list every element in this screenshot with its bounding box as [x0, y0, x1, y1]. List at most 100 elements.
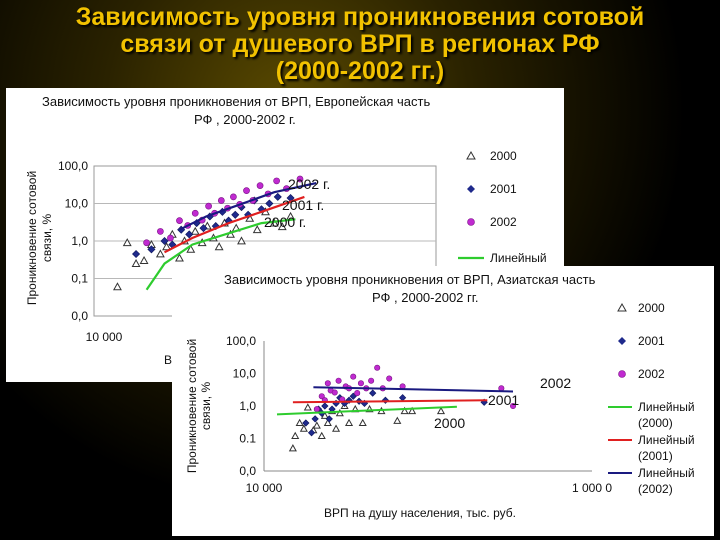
data-point-2000: [186, 244, 196, 253]
data-point-2001: [147, 245, 156, 254]
x-axis-label: ВІ: [164, 353, 175, 367]
data-point-2000: [288, 444, 297, 452]
data-point-2000: [162, 242, 171, 251]
data-point-2002: [191, 209, 199, 217]
x-tick-label: 10 000: [246, 481, 283, 495]
legend-marker-2000: [617, 302, 627, 312]
data-point-2002: [350, 373, 357, 380]
data-point-2002: [256, 182, 264, 189]
data-point-2000: [131, 258, 141, 267]
annotation-label: 2000: [434, 415, 465, 431]
data-point-2002: [510, 402, 517, 410]
data-point-2000: [155, 249, 165, 258]
y-axis-label-line: Проникновение сотовой: [185, 339, 199, 473]
slide-title: Зависимость уровня проникновения сотовой…: [0, 4, 720, 85]
x-tick-label: 1 000 0: [572, 481, 612, 495]
data-point-2000: [317, 431, 326, 439]
data-point-2002: [205, 202, 212, 210]
data-point-2001: [381, 396, 390, 404]
y-tick-label: 10,0: [65, 197, 89, 211]
legend-label: Линейный: [638, 466, 695, 480]
chart-title-line: Зависимость уровня проникновения от ВРП,…: [42, 94, 430, 109]
data-point-2002: [357, 380, 364, 387]
trendline-2000: [276, 405, 457, 416]
data-point-2000: [358, 418, 367, 427]
y-tick-label: 0,0: [71, 309, 88, 323]
data-point-2002: [157, 228, 164, 235]
trendline-2001: [292, 399, 488, 404]
legend-marker-2001: [467, 185, 475, 193]
y-axis-label-line: связи, %: [199, 382, 213, 431]
legend-label: 2002: [490, 215, 517, 229]
data-point-2002: [176, 217, 183, 224]
data-point-2002: [368, 377, 375, 384]
data-point-2001: [273, 192, 282, 201]
data-point-2002: [374, 364, 381, 371]
data-point-2000: [320, 411, 329, 419]
legend-label: (2001): [638, 449, 673, 463]
y-tick-label: 0.1: [239, 432, 256, 446]
legend-marker-2000: [466, 150, 476, 160]
data-point-2001: [398, 394, 407, 402]
legend-label: 2002: [638, 367, 665, 381]
data-point-2001: [185, 230, 194, 239]
chart-asia: Зависимость уровня проникновения от ВРП,…: [185, 272, 695, 520]
trendline-2000: [145, 218, 296, 291]
legend-marker-2002: [467, 218, 475, 226]
data-point-2000: [190, 226, 200, 235]
legend-marker-2001: [618, 337, 626, 345]
data-point-2001: [345, 396, 353, 404]
y-tick-label: 10,0: [233, 367, 257, 381]
y-tick-label: 1,0: [71, 234, 88, 248]
chart-europe-panel: Зависимость уровня проникновения от ВРП,…: [6, 88, 564, 382]
data-point-2001: [160, 236, 169, 246]
legend-label: 2001: [638, 334, 665, 348]
x-axis-label: ВРП на душу населения, тыс. руб.: [324, 506, 516, 520]
annotation-label: 2002 г.: [288, 176, 330, 192]
legend-label: (2002): [638, 482, 673, 496]
y-tick-label: 0,0: [239, 464, 256, 478]
annotation-label: 2002: [540, 375, 571, 391]
data-point-2000: [175, 253, 184, 262]
data-point-2001: [307, 429, 316, 437]
chart-title-line: РФ , 2000-2002 г.: [194, 112, 296, 127]
y-tick-label: 100,0: [58, 159, 88, 173]
data-point-2000: [344, 418, 354, 427]
slide-title-line-1: Зависимость уровня проникновения сотовой: [75, 3, 645, 31]
slide-title-line-3: (2000-2002 гг.): [275, 57, 445, 85]
data-point-2001: [132, 249, 141, 259]
legend-label: Линейный: [490, 251, 547, 265]
chart-asia-panel: Зависимость уровня проникновения от ВРП,…: [172, 266, 714, 536]
data-point-2001: [321, 402, 329, 410]
data-point-2000: [214, 242, 224, 251]
slide-title-line-2: связи от душевого ВРП в регионах РФ: [120, 30, 600, 58]
data-point-2002: [217, 197, 225, 204]
data-point-2000: [332, 424, 341, 432]
data-point-2000: [312, 421, 321, 429]
chart-title-line: РФ , 2000-2002 гг.: [372, 290, 479, 305]
data-point-2002: [296, 175, 304, 183]
data-point-2000: [252, 225, 262, 234]
data-point-2001: [231, 210, 240, 219]
data-point-2001: [302, 419, 310, 427]
x-tick-label: 10 000: [86, 330, 123, 344]
legend-label: 2001: [490, 182, 517, 196]
trendline-2002: [313, 386, 514, 393]
data-point-2000: [408, 406, 417, 415]
data-point-2000: [323, 418, 332, 427]
legend-label: Линейный: [638, 400, 695, 414]
data-point-2002: [318, 393, 325, 400]
data-point-2000: [436, 406, 446, 415]
annotation-label: 2000 г.: [264, 214, 306, 230]
data-point-2002: [331, 389, 338, 396]
legend-label: 2000: [638, 301, 665, 315]
data-point-2001: [325, 415, 333, 423]
data-point-2002: [324, 380, 331, 387]
legend-label: (2000): [638, 416, 673, 430]
data-point-2000: [122, 238, 132, 247]
data-point-2002: [386, 375, 393, 382]
data-point-2000: [237, 236, 246, 245]
data-point-2000: [291, 431, 300, 439]
trendline-2002: [179, 182, 317, 231]
data-point-2000: [393, 416, 402, 424]
